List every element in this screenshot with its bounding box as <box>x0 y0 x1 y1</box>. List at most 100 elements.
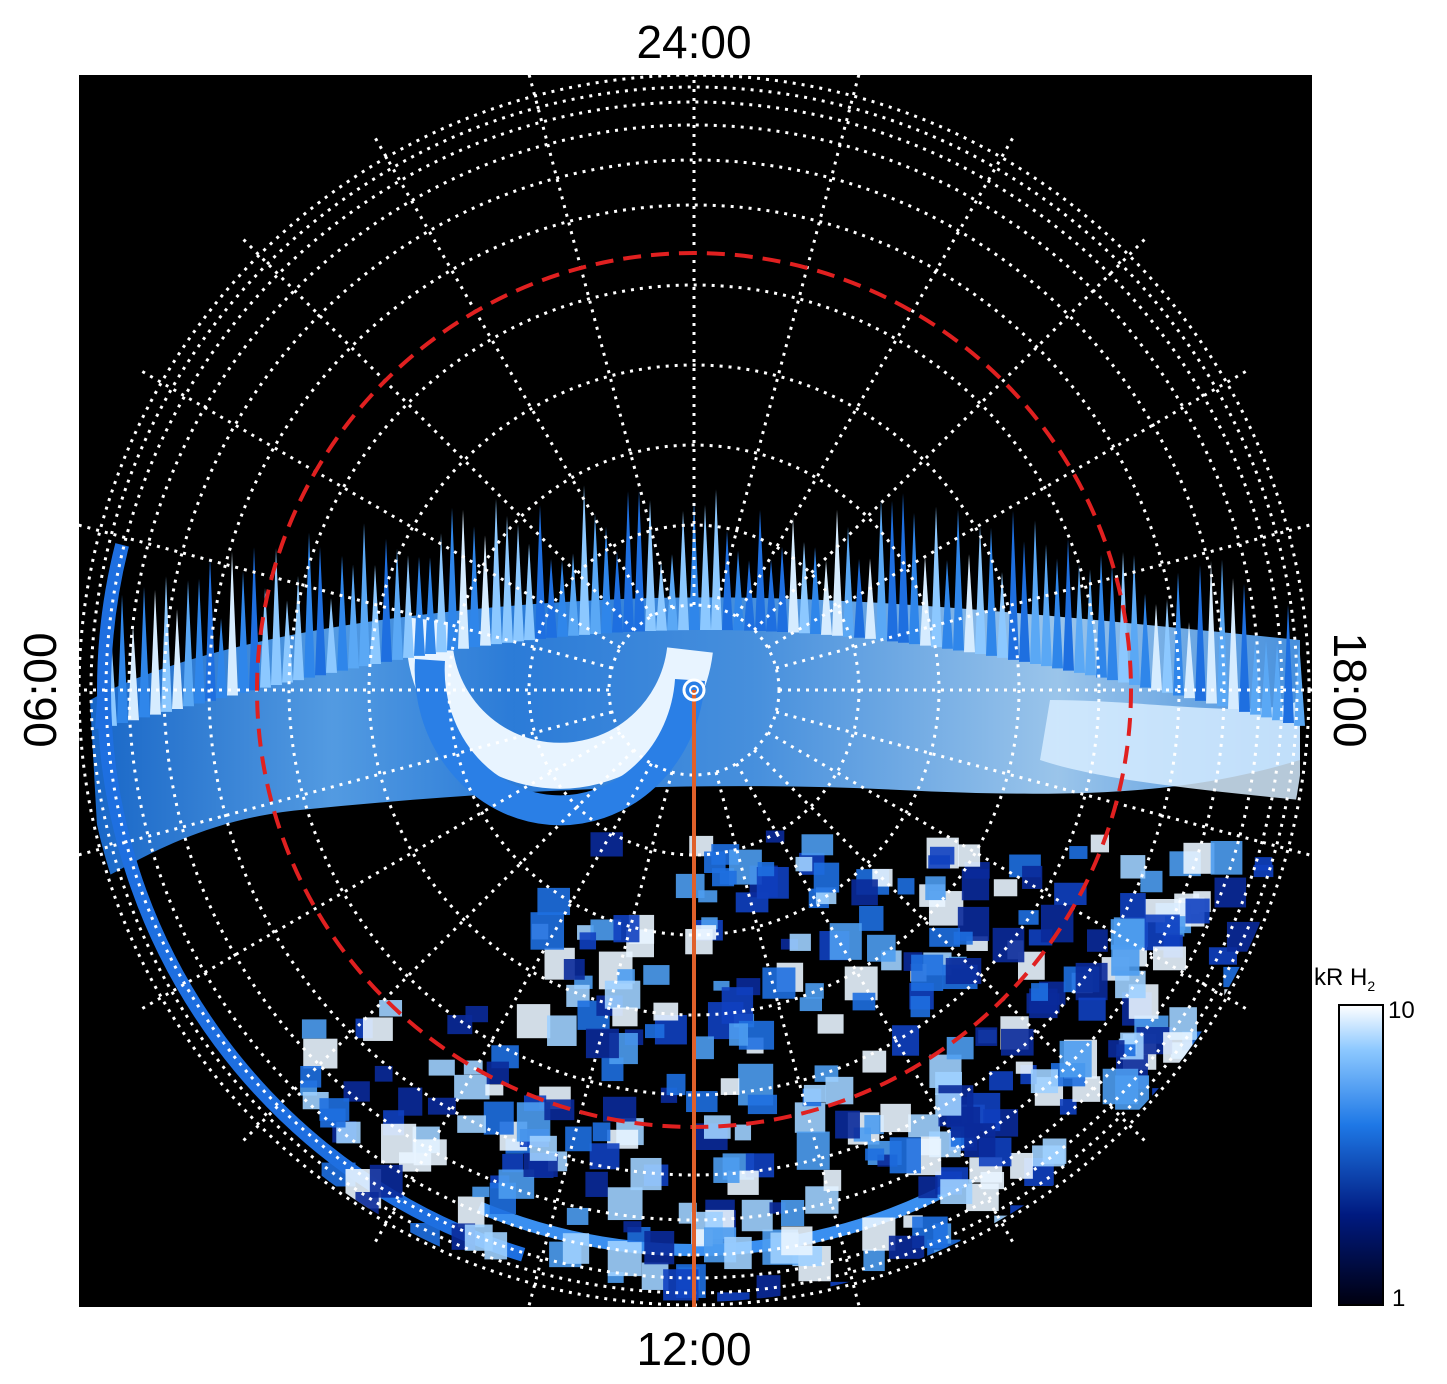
patch <box>734 1124 752 1141</box>
spike <box>205 557 216 701</box>
patch <box>1185 898 1210 924</box>
patch <box>717 1292 750 1302</box>
spike <box>414 556 425 656</box>
patch <box>1116 1044 1136 1057</box>
spike <box>480 535 491 646</box>
spike <box>601 526 612 634</box>
spike <box>546 558 557 638</box>
patch <box>958 844 981 867</box>
patch <box>757 862 775 877</box>
grid-spoke <box>138 731 622 1012</box>
patch <box>1059 1099 1077 1115</box>
spike <box>194 578 205 704</box>
patch <box>579 932 597 950</box>
patch <box>343 1081 370 1102</box>
spike <box>524 543 535 641</box>
patch <box>623 1221 642 1233</box>
patch <box>1015 1061 1033 1074</box>
spike <box>469 526 480 648</box>
spike <box>128 623 139 721</box>
spike <box>1085 569 1096 676</box>
grid-circle <box>527 523 861 857</box>
spike <box>1129 554 1140 686</box>
grid-spoke <box>775 522 1312 670</box>
spike <box>1283 604 1294 724</box>
patch <box>1115 1075 1150 1110</box>
spike <box>1063 538 1074 671</box>
spike <box>612 551 623 633</box>
spike <box>733 550 744 631</box>
spike <box>876 498 887 641</box>
grid-spoke <box>79 710 613 857</box>
patch <box>851 879 878 906</box>
patch <box>803 1084 826 1102</box>
spike <box>1041 544 1052 667</box>
patch <box>1087 929 1108 952</box>
patch <box>1108 1040 1125 1058</box>
spike <box>326 598 337 673</box>
spike <box>315 546 326 676</box>
patch <box>929 927 961 947</box>
colorbar-title: kR H2 <box>1314 964 1375 994</box>
spike <box>920 555 931 646</box>
spike <box>645 500 656 632</box>
patch <box>865 1148 885 1161</box>
patch <box>992 927 1025 963</box>
spike <box>337 555 348 671</box>
patch <box>720 1078 740 1095</box>
patch <box>817 1014 844 1034</box>
spike <box>711 489 722 631</box>
spike <box>1239 583 1250 712</box>
spike <box>238 571 249 693</box>
patch <box>929 846 955 865</box>
spike <box>744 560 755 631</box>
grid-spoke <box>527 75 674 609</box>
bottom-label: 12:00 <box>636 1323 751 1375</box>
spike <box>689 500 700 631</box>
spike <box>766 559 777 632</box>
grid-circle <box>367 363 1021 1017</box>
grid-spoke <box>372 134 653 618</box>
patch <box>794 1102 826 1133</box>
patch <box>719 870 737 885</box>
patch <box>1120 893 1146 919</box>
patch <box>825 1076 854 1105</box>
grid-spoke <box>527 771 674 1307</box>
spike <box>634 490 645 632</box>
grid-spoke <box>79 523 613 670</box>
patch <box>1042 1138 1067 1164</box>
grid-circle <box>207 203 1181 1177</box>
patch <box>589 1143 620 1170</box>
spike <box>491 498 502 645</box>
patch <box>975 1027 998 1046</box>
spike <box>1096 554 1107 678</box>
patch <box>585 1171 608 1197</box>
spike <box>623 491 634 632</box>
grid-spoke <box>753 749 1148 1144</box>
spike <box>1261 640 1272 718</box>
patch <box>703 1115 731 1139</box>
top-label: 24:00 <box>636 16 751 68</box>
spike <box>777 546 788 632</box>
patch <box>729 1023 749 1046</box>
patch <box>427 1097 456 1115</box>
grid-spoke <box>766 731 1250 1012</box>
spike <box>975 525 986 655</box>
patch <box>1069 846 1088 859</box>
spike <box>172 609 183 710</box>
patch <box>486 1061 509 1085</box>
patch <box>1120 855 1146 879</box>
patch <box>829 923 862 960</box>
spike <box>722 530 733 631</box>
patch <box>374 1065 393 1082</box>
patch <box>781 1199 805 1227</box>
patch <box>457 1115 486 1133</box>
patch <box>911 954 944 991</box>
spike <box>590 513 601 634</box>
spike <box>183 580 194 707</box>
spike <box>799 541 810 634</box>
grid-spoke <box>240 236 635 631</box>
spike <box>986 527 997 656</box>
patch <box>863 1249 885 1272</box>
spike <box>1074 564 1085 673</box>
